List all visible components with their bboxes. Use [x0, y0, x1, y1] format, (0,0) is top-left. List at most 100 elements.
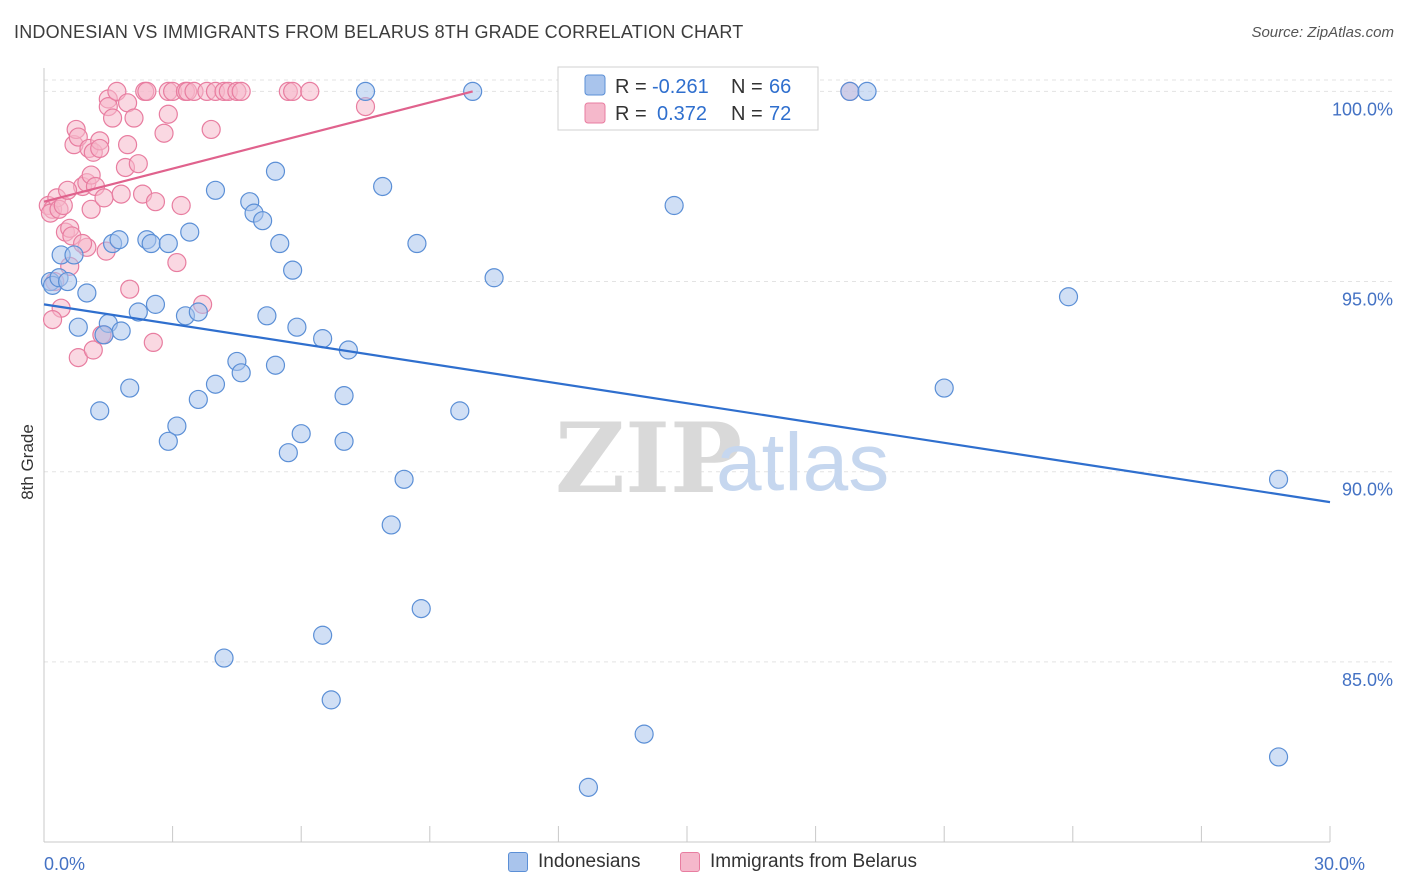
point-blue-63 [1058, 287, 1079, 307]
point-pink-33 [117, 135, 138, 155]
point-blue-48 [394, 469, 414, 489]
point-pink-65 [68, 348, 88, 368]
point-blue-20 [180, 222, 200, 242]
x-tick-label-1: 30.0% [1314, 854, 1365, 874]
source-label: Source: ZipAtlas.com [1251, 24, 1394, 41]
point-pink-40 [137, 81, 157, 102]
y-axis-title: 8th Grade [18, 424, 37, 500]
y-tick-label-1: 95.0% [1342, 290, 1393, 310]
legend-item-immigrants-from-belarus: Immigrants from Belarus [680, 851, 917, 873]
stats-r-value-blue: -0.261 [652, 76, 709, 98]
point-pink-23 [90, 138, 110, 159]
point-blue-17 [158, 233, 178, 254]
chart-title: INDONESIAN VS IMMIGRANTS FROM BELARUS 8T… [14, 22, 744, 42]
trend-line-blue [43, 303, 1331, 504]
point-blue-16 [141, 233, 161, 254]
point-pink-54 [201, 119, 221, 140]
trend-line-pink [43, 90, 473, 203]
point-blue-40 [278, 443, 298, 463]
point-blue-5 [64, 245, 84, 265]
point-blue-62 [934, 378, 954, 398]
point-pink-43 [154, 123, 174, 143]
point-blue-65 [1268, 747, 1289, 767]
point-pink-62 [300, 81, 320, 102]
stats-legend: R = -0.261 N = 66 R = 0.372 N = 72 [557, 66, 819, 131]
point-blue-21 [205, 180, 226, 200]
point-pink-48 [171, 195, 191, 216]
series-indonesians [40, 81, 1289, 797]
point-blue-55 [321, 690, 341, 710]
stats-n-label-blue: N = [731, 76, 763, 98]
point-blue-64 [1268, 469, 1289, 489]
point-blue-25 [188, 389, 208, 410]
watermark-atlas: atlas [716, 417, 889, 508]
point-blue-27 [158, 431, 178, 451]
legend-label-immigrants-from-belarus: Immigrants from Belarus [710, 851, 917, 872]
stats-n-value-blue: 66 [769, 76, 791, 98]
point-blue-39 [291, 424, 311, 444]
point-blue-6 [77, 283, 97, 303]
point-pink-61 [283, 81, 303, 102]
legend-swatch-immigrants-from-belarus [680, 852, 700, 872]
point-pink-31 [111, 184, 131, 204]
point-blue-57 [634, 724, 654, 744]
point-blue-41 [313, 329, 333, 349]
point-pink-19 [81, 199, 101, 219]
tick-labels: 100.0% 95.0% 90.0% 85.0% 0.0% 30.0% [44, 99, 1393, 874]
point-pink-66 [83, 340, 103, 360]
point-blue-56 [214, 648, 234, 668]
point-blue-23 [231, 363, 251, 383]
point-blue-3 [57, 271, 78, 292]
point-pink-29 [102, 108, 123, 128]
point-blue-38 [287, 317, 307, 337]
point-blue-44 [334, 431, 354, 451]
stats-n-value-pink: 72 [769, 103, 791, 125]
point-blue-32 [253, 211, 273, 231]
y-tick-label-3: 85.0% [1342, 670, 1393, 690]
point-blue-14 [109, 230, 129, 250]
point-blue-47 [381, 515, 401, 535]
stats-r-value-pink: 0.372 [657, 103, 707, 125]
point-blue-61 [857, 81, 877, 102]
point-blue-45 [355, 81, 376, 102]
legend-item-indonesians: Indonesians [508, 851, 640, 873]
stats-swatch-pink [584, 102, 606, 124]
point-blue-33 [265, 161, 286, 181]
point-blue-12 [145, 294, 166, 314]
point-blue-7 [68, 317, 88, 337]
point-blue-58 [578, 777, 599, 797]
point-blue-11 [128, 302, 148, 322]
point-blue-34 [270, 233, 290, 254]
point-blue-46 [373, 176, 393, 197]
point-blue-50 [411, 599, 431, 619]
point-blue-53 [484, 268, 504, 288]
y-tick-label-2: 90.0% [1342, 480, 1393, 500]
x-tick-label-0: 0.0% [44, 854, 85, 874]
stats-r-label-blue: R = [615, 76, 647, 98]
point-blue-10 [94, 325, 114, 345]
point-blue-29 [90, 401, 110, 421]
watermark-zip: ZIP [555, 402, 742, 515]
trend-lines [43, 90, 1331, 504]
stats-swatch-blue [584, 74, 606, 96]
point-pink-35 [120, 279, 140, 299]
point-pink-36 [124, 108, 144, 128]
legend-swatch-indonesians [508, 852, 528, 872]
legend-label-indonesians: Indonesians [538, 851, 641, 872]
point-pink-24 [94, 188, 114, 208]
point-blue-59 [664, 195, 684, 216]
point-blue-49 [407, 233, 427, 254]
point-pink-42 [145, 192, 166, 212]
point-blue-54 [313, 625, 333, 645]
point-pink-41 [143, 332, 163, 353]
point-blue-28 [120, 378, 140, 398]
point-blue-36 [265, 355, 286, 375]
point-blue-37 [283, 260, 303, 280]
point-blue-24 [205, 374, 226, 394]
stats-n-label-pink: N = [731, 103, 763, 125]
point-blue-19 [188, 302, 208, 322]
stats-r-label-pink: R = [615, 103, 647, 125]
point-pink-37 [128, 154, 148, 174]
point-blue-35 [257, 306, 277, 326]
